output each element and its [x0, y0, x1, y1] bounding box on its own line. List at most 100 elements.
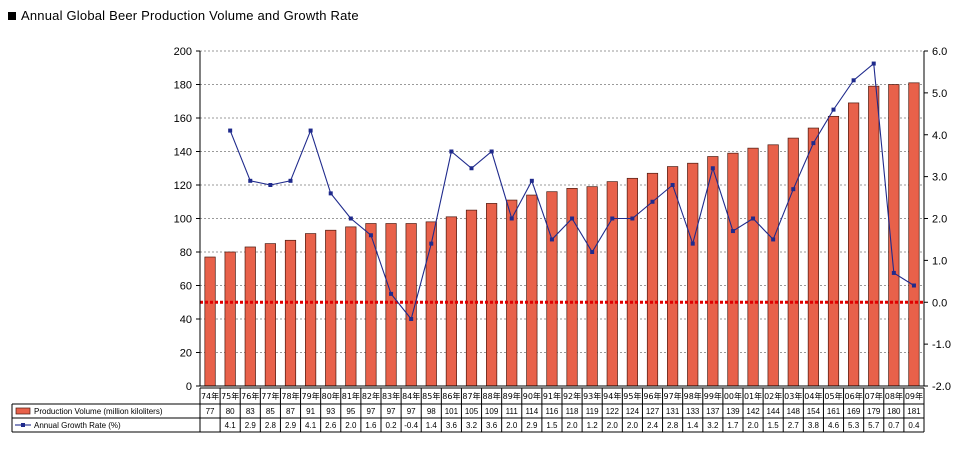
x-category-label: 08年	[885, 391, 903, 401]
table-cell-growth: 3.2	[707, 421, 719, 430]
x-category-label: 09年	[905, 391, 923, 401]
bar	[365, 223, 377, 387]
table-cell-growth: 2.8	[265, 421, 277, 430]
growth-rate-point	[791, 187, 796, 192]
table-cell-growth: 4.1	[225, 421, 237, 430]
growth-rate-point	[630, 216, 635, 221]
growth-rate-point	[831, 107, 836, 112]
growth-rate-point	[529, 178, 534, 183]
table-cell-production: 116	[546, 407, 559, 416]
table-cell-production: 87	[286, 407, 295, 416]
table-cell-growth: 4.6	[828, 421, 840, 430]
x-category-label: 85年	[422, 391, 440, 401]
table-cell-production: 93	[326, 407, 335, 416]
x-category-label: 01年	[744, 391, 762, 401]
bar	[606, 181, 618, 387]
x-category-label: 90年	[523, 391, 541, 401]
x-category-label: 76年	[241, 391, 259, 401]
table-cell-production: 124	[626, 407, 640, 416]
table-cell-growth: 3.6	[446, 421, 458, 430]
x-category-label: 87年	[462, 391, 480, 401]
x-category-label: 79年	[302, 391, 320, 401]
table-cell-growth: 0.4	[908, 421, 920, 430]
table-cell-growth: 0.2	[385, 421, 397, 430]
table-cell-growth: 3.8	[808, 421, 820, 430]
left-tick-label: 120	[174, 180, 192, 192]
left-tick-label: 80	[180, 247, 192, 259]
bar	[727, 152, 739, 387]
table-cell-production: 122	[606, 407, 620, 416]
table-cell-growth: 1.4	[426, 421, 438, 430]
table-cell-production: 111	[506, 407, 519, 416]
table-cell-production: 144	[766, 407, 780, 416]
table-cell-growth: 1.5	[546, 421, 558, 430]
table-cell-production: 139	[726, 407, 740, 416]
growth-rate-point	[851, 78, 856, 83]
legend-bar-swatch-icon	[15, 407, 31, 415]
table-cell-growth: 1.6	[365, 421, 377, 430]
table-cell-production: 101	[445, 407, 459, 416]
growth-rate-point	[509, 216, 514, 221]
x-category-label: 99年	[704, 391, 722, 401]
x-category-label: 89年	[503, 391, 521, 401]
table-cell-production: 98	[427, 407, 436, 416]
growth-rate-point	[911, 283, 916, 288]
left-tick-label: 20	[180, 348, 192, 360]
table-cell-production: 85	[266, 407, 275, 416]
x-category-label: 92年	[563, 391, 581, 401]
x-category-label: 06年	[845, 391, 863, 401]
left-tick-label: 140	[174, 147, 192, 159]
table-cell-production: 137	[706, 407, 720, 416]
table-cell-production: 154	[807, 407, 821, 416]
table-cell-growth: 2.6	[325, 421, 337, 430]
chart-title: Annual Global Beer Production Volume and…	[21, 8, 359, 23]
growth-rate-point	[610, 216, 615, 221]
x-category-label: 91年	[543, 391, 561, 401]
bar	[787, 137, 799, 387]
bar	[425, 221, 437, 387]
bar	[747, 147, 759, 387]
bar	[908, 82, 920, 387]
table-cell-production: 95	[346, 407, 355, 416]
bar	[224, 251, 236, 387]
x-category-label: 96年	[643, 391, 661, 401]
table-cell-production: 97	[387, 407, 396, 416]
x-category-label: 03年	[784, 391, 802, 401]
growth-rate-point	[268, 183, 273, 187]
table-cell-production: 97	[407, 407, 416, 416]
x-category-label: 02年	[764, 391, 782, 401]
table-cell-production: 80	[226, 407, 235, 416]
growth-rate-point	[730, 229, 735, 234]
left-tick-label: 180	[174, 80, 192, 92]
growth-rate-point	[650, 199, 655, 204]
table-cell-growth: 2.9	[526, 421, 538, 430]
table-cell-production: 114	[525, 407, 538, 416]
growth-rate-point	[570, 216, 575, 221]
table-cell-production: 179	[867, 407, 881, 416]
growth-rate-point	[710, 166, 715, 171]
table-cell-growth: 5.3	[848, 421, 860, 430]
bar	[264, 243, 276, 387]
x-category-label: 94年	[603, 391, 621, 401]
left-tick-label: 160	[174, 113, 192, 125]
bar	[465, 209, 478, 387]
table-cell-production: 109	[485, 407, 499, 416]
table-cell-growth: 5.7	[868, 421, 880, 430]
table-cell-growth: 2.9	[245, 421, 257, 430]
legend-marker-icon	[21, 423, 25, 427]
growth-rate-point	[248, 178, 253, 183]
table-cell-production: 181	[907, 407, 921, 416]
table-cell-growth: 1.4	[687, 421, 699, 430]
growth-rate-point	[429, 241, 434, 246]
table-cell-growth: -0.4	[404, 421, 418, 430]
x-category-label: 95年	[623, 391, 641, 401]
bar	[827, 115, 840, 387]
title-marker-icon	[8, 11, 16, 20]
right-tick-label: 0.0	[932, 297, 947, 309]
growth-rate-point	[590, 250, 595, 254]
growth-rate-point	[469, 166, 474, 171]
table-cell-growth: 4.1	[305, 421, 317, 430]
table-cell-growth: 0.7	[888, 421, 900, 430]
left-tick-label: 60	[180, 281, 192, 293]
